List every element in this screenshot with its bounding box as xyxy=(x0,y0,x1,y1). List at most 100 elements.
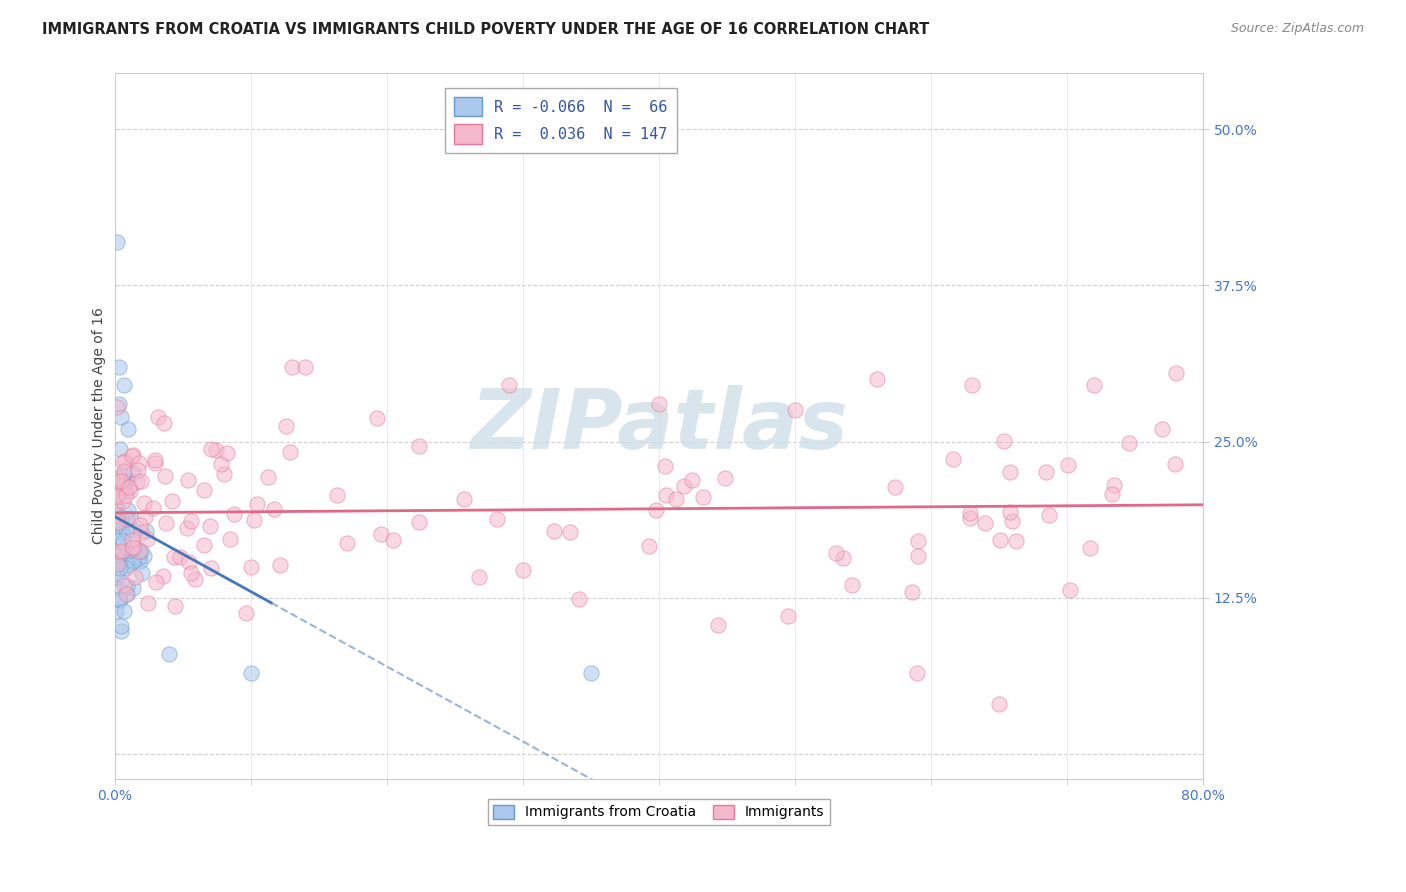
Point xyxy=(127,463,149,477)
Point xyxy=(993,434,1015,448)
Point xyxy=(121,467,143,481)
Point xyxy=(117,502,139,516)
Point xyxy=(498,378,520,392)
Point xyxy=(1080,541,1102,556)
Point xyxy=(1104,478,1126,492)
Point xyxy=(1004,533,1026,548)
Point xyxy=(115,545,138,559)
Point xyxy=(959,506,981,520)
Point xyxy=(128,518,150,533)
Point xyxy=(246,498,269,512)
Point xyxy=(107,397,129,411)
Point xyxy=(408,439,430,453)
Point xyxy=(1164,457,1187,471)
Point xyxy=(219,532,242,546)
Point xyxy=(108,442,131,456)
Point xyxy=(831,550,853,565)
Point xyxy=(128,550,150,565)
Point xyxy=(115,488,138,502)
Point xyxy=(205,442,228,457)
Point xyxy=(177,473,200,487)
Point xyxy=(136,596,159,610)
Point xyxy=(145,575,167,590)
Point xyxy=(129,525,152,540)
Point xyxy=(120,543,142,558)
Point xyxy=(865,372,887,386)
Point xyxy=(121,541,143,555)
Point xyxy=(326,488,349,502)
Point xyxy=(645,503,668,517)
Point xyxy=(115,561,138,575)
Point xyxy=(105,400,128,414)
Point xyxy=(122,554,145,568)
Point xyxy=(114,524,136,539)
Point xyxy=(118,479,141,493)
Point xyxy=(240,560,263,574)
Point xyxy=(707,618,730,632)
Point xyxy=(115,587,138,601)
Point xyxy=(105,508,128,523)
Point xyxy=(112,475,135,490)
Point xyxy=(121,523,143,537)
Point xyxy=(105,516,128,531)
Point xyxy=(132,549,155,564)
Point xyxy=(108,593,131,607)
Point xyxy=(121,448,143,462)
Point xyxy=(117,553,139,567)
Point xyxy=(136,532,159,546)
Point xyxy=(121,533,143,547)
Point xyxy=(110,409,132,424)
Point xyxy=(638,540,661,554)
Point xyxy=(152,569,174,583)
Point xyxy=(105,556,128,570)
Point xyxy=(110,557,132,571)
Point xyxy=(134,509,156,524)
Point xyxy=(105,235,128,249)
Point xyxy=(960,378,983,392)
Point xyxy=(105,580,128,594)
Legend: Immigrants from Croatia, Immigrants: Immigrants from Croatia, Immigrants xyxy=(488,799,830,825)
Point xyxy=(105,474,128,488)
Point xyxy=(212,467,235,481)
Point xyxy=(269,558,291,573)
Point xyxy=(692,491,714,505)
Text: ZIPatlas: ZIPatlas xyxy=(470,385,848,467)
Point xyxy=(120,511,142,525)
Point xyxy=(336,536,359,550)
Point xyxy=(111,533,134,548)
Point xyxy=(117,474,139,488)
Point xyxy=(257,470,280,484)
Point xyxy=(163,549,186,564)
Point xyxy=(107,544,129,558)
Point xyxy=(111,455,134,469)
Point xyxy=(114,587,136,601)
Point xyxy=(193,483,215,497)
Point xyxy=(107,554,129,568)
Point xyxy=(112,493,135,508)
Point xyxy=(184,572,207,586)
Point xyxy=(274,419,297,434)
Point xyxy=(193,538,215,552)
Point xyxy=(122,581,145,595)
Point xyxy=(568,591,591,606)
Point xyxy=(905,665,928,680)
Point xyxy=(121,449,143,463)
Point xyxy=(1118,436,1140,450)
Point xyxy=(111,518,134,533)
Point xyxy=(153,469,176,483)
Point xyxy=(776,609,799,624)
Point xyxy=(105,603,128,617)
Point xyxy=(235,606,257,620)
Point xyxy=(176,521,198,535)
Point xyxy=(370,527,392,541)
Point xyxy=(124,570,146,584)
Point xyxy=(211,457,233,471)
Point xyxy=(153,417,176,431)
Point xyxy=(783,403,806,417)
Point xyxy=(155,516,177,531)
Point xyxy=(824,546,846,560)
Point xyxy=(112,478,135,492)
Text: Source: ZipAtlas.com: Source: ZipAtlas.com xyxy=(1230,22,1364,36)
Point xyxy=(681,474,703,488)
Point xyxy=(105,488,128,502)
